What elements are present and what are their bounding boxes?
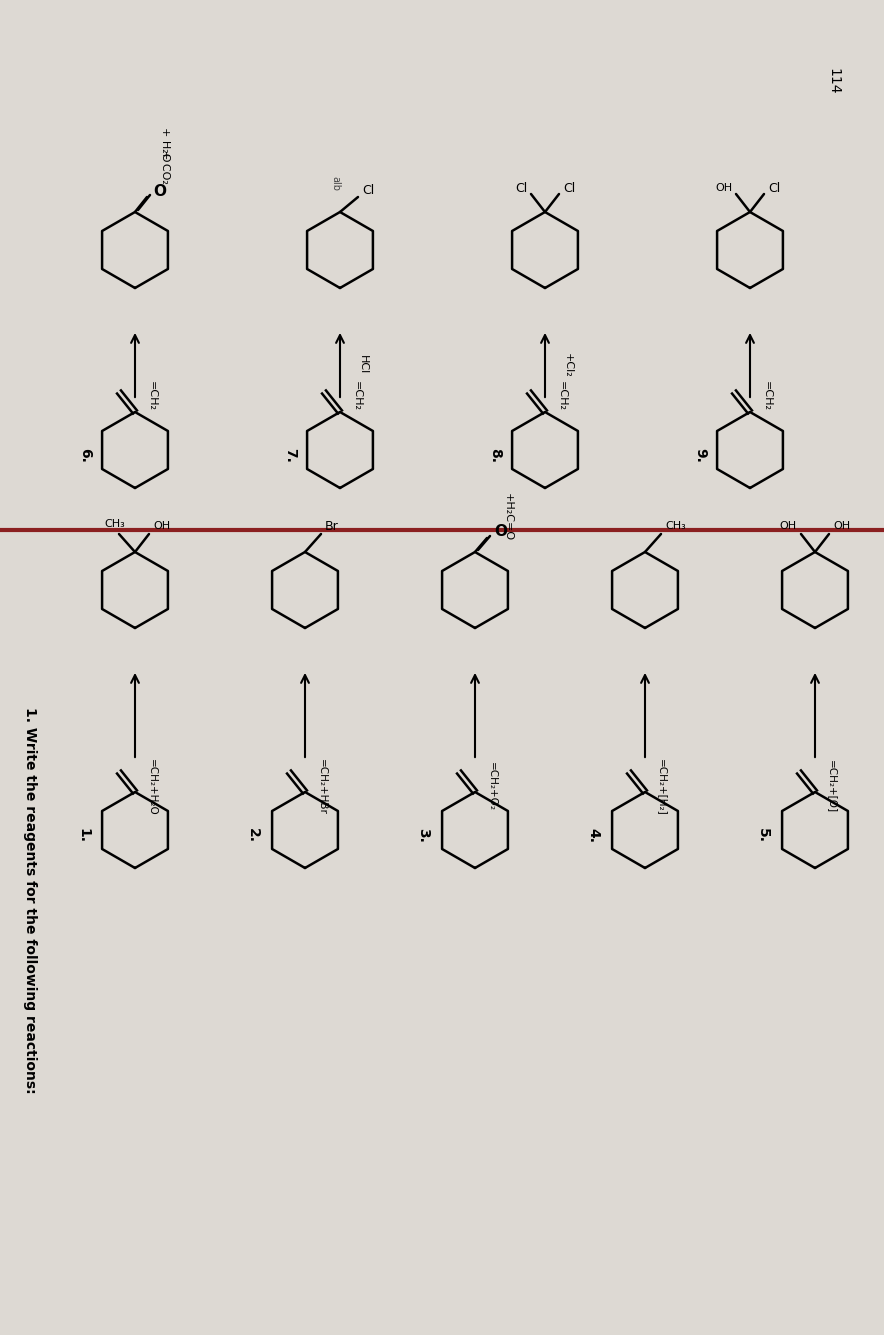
Text: + CO₂: + CO₂ [160,150,170,184]
Text: 2.: 2. [246,828,260,842]
Text: O: O [153,184,166,199]
Text: Br: Br [325,519,339,533]
Text: OH: OH [780,521,797,531]
Text: O: O [494,525,507,539]
Text: 7.: 7. [283,447,297,462]
Text: =CH₂+[H₂]: =CH₂+[H₂] [657,758,667,816]
Text: 1.: 1. [76,828,90,842]
Text: 114: 114 [826,68,840,95]
Text: 5.: 5. [756,828,770,842]
Text: 9.: 9. [693,447,707,462]
Text: CH₃: CH₃ [665,521,686,531]
Text: +H₂C=O: +H₂C=O [503,493,513,541]
Text: 3.: 3. [416,828,430,842]
Text: =CH₂+H₂O: =CH₂+H₂O [147,758,157,816]
Text: Cl: Cl [362,183,374,196]
Text: OH: OH [833,521,850,531]
Text: =CH₂: =CH₂ [762,380,772,411]
Text: 1. Write the reagents for the following reactions:: 1. Write the reagents for the following … [23,706,37,1093]
Text: Cl: Cl [768,182,781,195]
Text: alb: alb [330,176,340,191]
Text: +Cl₂: +Cl₂ [563,352,573,378]
Text: =CH₂: =CH₂ [557,380,567,411]
Text: OH: OH [715,183,732,194]
Text: =CH₂+O₂: =CH₂+O₂ [487,762,497,812]
Text: Cl: Cl [514,182,527,195]
Text: =CH₂: =CH₂ [147,380,157,411]
Text: =CH₂+HBr: =CH₂+HBr [317,760,327,814]
Text: 4.: 4. [586,828,600,842]
Text: =CH₂: =CH₂ [352,380,362,411]
Text: 6.: 6. [78,447,92,462]
Text: + H₂O: + H₂O [160,127,170,162]
Text: HCl: HCl [358,355,368,375]
Text: CH₃: CH₃ [104,519,126,529]
Text: OH: OH [153,521,170,531]
Text: 8.: 8. [488,447,502,462]
Text: Cl: Cl [563,182,575,195]
Text: =CH₂+[O]: =CH₂+[O] [827,761,837,813]
